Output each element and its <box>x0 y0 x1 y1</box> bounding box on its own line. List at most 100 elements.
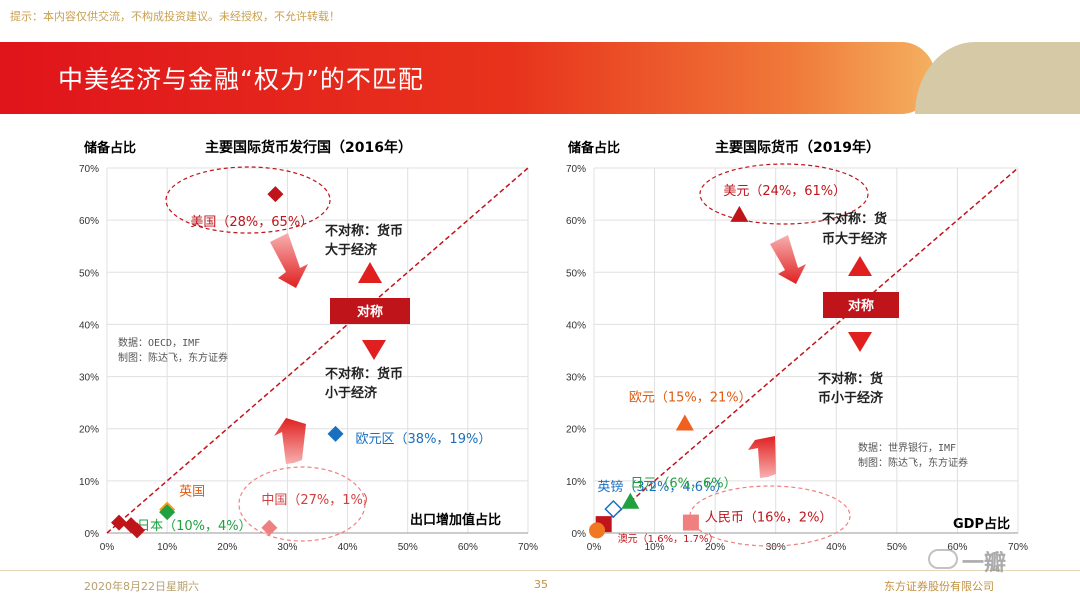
footer-company: 东方证券股份有限公司 <box>884 580 994 593</box>
y-tick-label: 50% <box>79 268 99 279</box>
y-tick-label: 70% <box>79 164 99 175</box>
left-lower-asym-label-1: 不对称：货币 <box>325 366 403 382</box>
right-usd-ellipse <box>699 163 869 225</box>
data-point-marker <box>327 425 344 442</box>
y-tick-label: 10% <box>79 477 99 488</box>
data-point-label: 美元（24%，61%） <box>723 184 846 199</box>
y-tick-label: 30% <box>79 373 99 384</box>
right-source-2: 制图：陈达飞，东方证券 <box>858 456 968 469</box>
y-tick-label: 40% <box>566 320 586 331</box>
y-tick-label: 70% <box>566 164 586 175</box>
y-tick-label: 30% <box>566 373 586 384</box>
right-arrow-down <box>770 235 806 284</box>
right-symmetric-box <box>823 292 899 318</box>
footer-divider <box>0 570 1080 571</box>
left-points: 美国（28%，65%） 欧元区（38%，19%） 中国（27%，1%） 英国日本（10… <box>111 186 492 539</box>
left-chart-svg: 储备占比 主要国际货币发行国（2016年） 0%0% 10% 10% 20% 20% 30… <box>79 139 538 553</box>
data-point-marker <box>604 499 623 519</box>
data-point-label: 欧元区（38%，19%） <box>356 432 492 447</box>
x-tick-label: 60% <box>458 542 478 553</box>
y-tick-label: 10% <box>566 477 586 488</box>
y-tick-label: 20% <box>79 425 99 436</box>
right-triangle-down-icon <box>848 332 872 352</box>
right-rmb-ellipse <box>689 485 851 547</box>
x-tick-label: 50% <box>887 542 907 553</box>
left-ticks: 0%0% 10% 10% 20% 20% 30% 30% 40% 40% 50% 50% 60% 60%… <box>79 164 538 553</box>
x-tick-label: 10% <box>645 542 665 553</box>
data-point-label: 中国（27%，1%） <box>261 493 376 508</box>
right-triangle-up-icon <box>848 256 872 276</box>
left-symmetry-line <box>106 167 529 534</box>
right-lower-asym-label-2: 币小于经济 <box>818 390 884 406</box>
data-point-label: 英国 <box>179 485 205 500</box>
y-tick-label: 0% <box>85 529 100 540</box>
wechat-icon <box>928 549 958 569</box>
data-point-marker <box>675 414 694 431</box>
left-xlabel: 出口增加值占比 <box>410 512 501 528</box>
x-tick-label: 70% <box>1008 542 1028 553</box>
left-chart-title: 主要国际货币发行国（2016年） <box>205 139 412 156</box>
title-banner: 中美经济与金融“权力”的不匹配 <box>0 42 935 114</box>
footer-page-number: 35 <box>534 578 548 591</box>
x-tick-label: 20% <box>705 542 725 553</box>
right-grid <box>593 167 1019 534</box>
data-point-label: 澳元（1.6%，1.7%） <box>618 532 719 545</box>
left-source-2: 制图：陈达飞，东方证券 <box>118 351 228 364</box>
x-tick-label: 50% <box>398 542 418 553</box>
x-tick-label: 40% <box>338 542 358 553</box>
left-ylabel: 储备占比 <box>83 140 136 156</box>
disclaimer-text: 提示：本内容仅供交流，不构成投资建议。未经授权，不允许转载！ <box>10 10 340 23</box>
data-point-marker <box>159 504 176 521</box>
y-tick-label: 40% <box>79 320 99 331</box>
data-point-marker <box>261 519 278 536</box>
left-source-1: 数据：OECD，IMF <box>118 336 200 349</box>
left-symmetric-box <box>330 298 410 324</box>
right-ylabel: 储备占比 <box>567 140 620 156</box>
right-chart: 储备占比 主要国际货币（2019年） 0% 0% 10% 10% 20% 20% 30% 30… <box>540 0 1080 570</box>
x-tick-label: 60% <box>947 542 967 553</box>
left-chart: 储备占比 主要国际货币发行国（2016年） 0% 0% 10% 10% 20% 20% 30… <box>0 0 540 570</box>
left-triangle-up-icon <box>358 262 382 283</box>
right-symmetry-line <box>593 167 1019 534</box>
y-tick-label: 0% <box>572 529 587 540</box>
x-tick-label: 40% <box>826 542 846 553</box>
right-arrow-up <box>748 436 776 478</box>
data-point-label: 美国（28%，65%） <box>190 215 313 230</box>
right-chart-title: 主要国际货币（2019年） <box>715 139 880 156</box>
x-tick-label: 0% <box>587 542 602 553</box>
x-tick-label: 20% <box>217 542 237 553</box>
left-symmetric-label: 对称 <box>357 304 383 320</box>
left-lower-asym-label-2: 小于经济 <box>325 385 378 401</box>
data-point-label: 人民币（16%，2%） <box>705 511 833 526</box>
right-symmetric-label: 对称 <box>848 298 874 314</box>
right-upper-asym-label-1: 不对称：货 <box>822 211 887 227</box>
decorative-tan-shape <box>915 42 1080 114</box>
x-tick-label: 10% <box>157 542 177 553</box>
x-tick-label: 30% <box>277 542 297 553</box>
left-upper-asym-label-1: 不对称：货币 <box>325 223 403 239</box>
right-source-1: 数据：世界银行，IMF <box>858 441 956 454</box>
data-point-marker <box>267 186 284 203</box>
left-china-ellipse <box>238 466 366 542</box>
data-point-marker <box>129 522 146 539</box>
data-point-marker <box>682 514 699 531</box>
y-tick-label: 60% <box>566 216 586 227</box>
x-tick-label: 30% <box>766 542 786 553</box>
data-point-marker <box>621 492 640 509</box>
slide-title: 中美经济与金融“权力”的不匹配 <box>58 65 424 94</box>
left-upper-asym-label-2: 大于经济 <box>325 242 378 258</box>
right-xlabel: GDP占比 <box>953 516 1010 532</box>
data-point-marker <box>589 522 606 539</box>
right-points: 美元（24%，61%） 欧元（15%，21%） 英镑（3.2%，4.6%）日元（6%… <box>589 184 846 545</box>
right-upper-asym-label-2: 币大于经济 <box>822 231 888 247</box>
watermark: 一瓣 <box>962 551 1007 576</box>
left-grid <box>106 167 529 534</box>
data-point-marker <box>730 205 749 222</box>
left-triangle-down-icon <box>362 340 386 360</box>
right-chart-svg: 储备占比 主要国际货币（2019年） 0%0% 10% 10% 20% 20% 30% 30… <box>566 139 1028 553</box>
x-tick-label: 0% <box>100 542 115 553</box>
data-point-marker <box>111 514 128 531</box>
data-point-label: 日元（6%，6%） <box>630 477 736 492</box>
left-arrow-up <box>274 418 306 464</box>
x-tick-label: 70% <box>518 542 538 553</box>
